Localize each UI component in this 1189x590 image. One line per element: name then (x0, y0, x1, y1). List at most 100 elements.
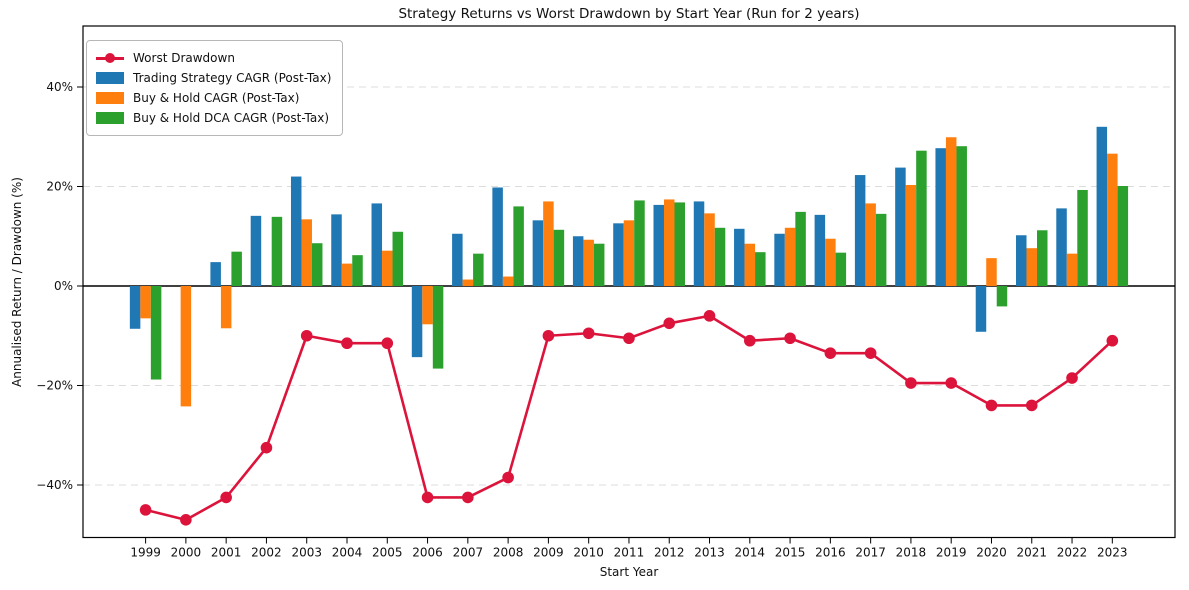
y-tick-0: 0% (54, 279, 73, 293)
bar-2009-s0 (532, 220, 544, 286)
bar-2000-s1 (180, 286, 192, 407)
x-tick-2010: 2010 (573, 546, 604, 560)
bar-series-2 (150, 146, 1129, 380)
bar-2006-s1 (422, 286, 433, 325)
legend-swatch-icon (96, 72, 124, 84)
drawdown-point-2005 (381, 337, 394, 350)
bar-2021-s0 (1016, 235, 1027, 286)
bar-2012-s2 (674, 202, 685, 286)
bar-2023-s2 (1117, 186, 1129, 286)
drawdown-point-2022 (1066, 372, 1078, 384)
legend-item-1: Trading Strategy CAGR (Post-Tax) (96, 68, 331, 88)
x-tick-2002: 2002 (251, 546, 282, 560)
bar-2004-s1 (341, 263, 353, 286)
legend-label: Trading Strategy CAGR (Post-Tax) (133, 71, 332, 85)
drawdown-point-2004 (341, 337, 353, 350)
x-tick-2013: 2013 (694, 546, 725, 560)
bar-2007-s2 (473, 253, 484, 286)
bar-2010-s0 (572, 236, 584, 286)
bar-2018-s0 (895, 167, 906, 286)
bar-2015-s2 (795, 211, 806, 286)
x-tick-2000: 2000 (171, 546, 202, 560)
y-tick--20: −20% (36, 379, 73, 393)
bar-2004-s0 (331, 214, 342, 286)
bar-2016-s2 (835, 252, 847, 286)
bar-2023-s1 (1107, 153, 1118, 286)
drawdown-point-2015 (784, 332, 796, 345)
bar-2021-s2 (1037, 230, 1048, 286)
drawdown-point-2008 (502, 471, 514, 484)
bar-2015-s1 (784, 227, 796, 286)
x-tick-2023: 2023 (1097, 546, 1128, 560)
drawdown-point-2021 (1025, 399, 1038, 412)
y-tick-40: 40% (46, 80, 73, 94)
bar-2014-s1 (744, 243, 756, 286)
x-tick-2004: 2004 (332, 546, 363, 560)
x-tick-2020: 2020 (976, 546, 1007, 560)
legend-item-3: Buy & Hold DCA CAGR (Post-Tax) (96, 108, 331, 128)
drawdown-point-2000 (180, 514, 192, 526)
bar-2022-s2 (1077, 189, 1088, 286)
drawdown-markers (139, 310, 1119, 526)
x-tick-2008: 2008 (493, 546, 524, 560)
chart-title: Strategy Returns vs Worst Drawdown by St… (398, 6, 860, 22)
x-tick-2012: 2012 (654, 546, 685, 560)
bar-2010-s2 (593, 243, 605, 286)
y-tick-20: 20% (46, 180, 73, 194)
x-tick-2006: 2006 (412, 546, 443, 560)
bar-2011-s0 (613, 223, 624, 286)
bar-2002-s0 (250, 215, 262, 286)
drawdown-point-2009 (542, 329, 555, 342)
bar-2001-s1 (220, 286, 232, 329)
legend-label: Worst Drawdown (133, 51, 235, 65)
x-tick-2017: 2017 (855, 546, 886, 560)
bar-2005-s2 (392, 231, 404, 286)
bar-2003-s2 (311, 243, 323, 286)
bar-2017-s1 (865, 203, 876, 286)
x-tick-1999: 1999 (130, 546, 161, 560)
legend-label: Buy & Hold CAGR (Post-Tax) (133, 91, 300, 105)
x-tick-2001: 2001 (211, 546, 242, 560)
drawdown-point-1999 (139, 504, 152, 516)
x-axis-label: Start Year (599, 565, 659, 579)
bar-1999-s2 (150, 286, 162, 380)
drawdown-point-2006 (421, 491, 434, 504)
bar-2013-s1 (704, 213, 715, 286)
bar-2003-s0 (290, 176, 302, 286)
legend-label: Buy & Hold DCA CAGR (Post-Tax) (133, 111, 330, 125)
drawdown-point-2017 (864, 347, 877, 359)
bar-2015-s0 (774, 233, 785, 286)
bar-series-0 (129, 126, 1108, 358)
bar-2008-s1 (502, 276, 514, 286)
bar-2006-s0 (411, 286, 423, 358)
drawdown-point-2020 (985, 399, 998, 412)
bar-2004-s2 (352, 255, 363, 286)
x-tick-2003: 2003 (291, 546, 322, 560)
legend: Worst Drawdown Trading Strategy CAGR (Pos… (86, 40, 344, 136)
bar-2011-s1 (623, 220, 635, 286)
bar-2019-s2 (956, 146, 967, 286)
bar-2010-s1 (583, 239, 594, 286)
bar-2017-s2 (875, 213, 887, 286)
x-tick-2014: 2014 (735, 546, 766, 560)
bar-2003-s1 (301, 219, 312, 286)
drawdown-point-2018 (905, 377, 917, 389)
bar-2007-s0 (452, 233, 463, 286)
drawdown-point-2002 (260, 441, 273, 454)
x-tick-2019: 2019 (936, 546, 967, 560)
x-tick-2007: 2007 (453, 546, 484, 560)
bar-2019-s0 (935, 148, 946, 286)
x-tick-2011: 2011 (614, 546, 645, 560)
x-tick-2015: 2015 (775, 546, 806, 560)
drawdown-point-2023 (1106, 334, 1119, 347)
bar-2018-s1 (905, 185, 917, 286)
drawdown-point-2013 (703, 310, 716, 322)
drawdown-point-2001 (220, 491, 232, 504)
axis-tick-labels: 40% 20% 0% −20% −40% 1999 2000 2001 2002 2003 2004… (36, 80, 1127, 560)
legend-swatch-icon (96, 112, 124, 124)
bar-2011-s2 (634, 200, 645, 286)
drawdown-line (145, 314, 1114, 522)
bar-2013-s0 (693, 201, 705, 286)
drawdown-point-2012 (663, 317, 676, 330)
bar-1999-s0 (129, 286, 141, 329)
